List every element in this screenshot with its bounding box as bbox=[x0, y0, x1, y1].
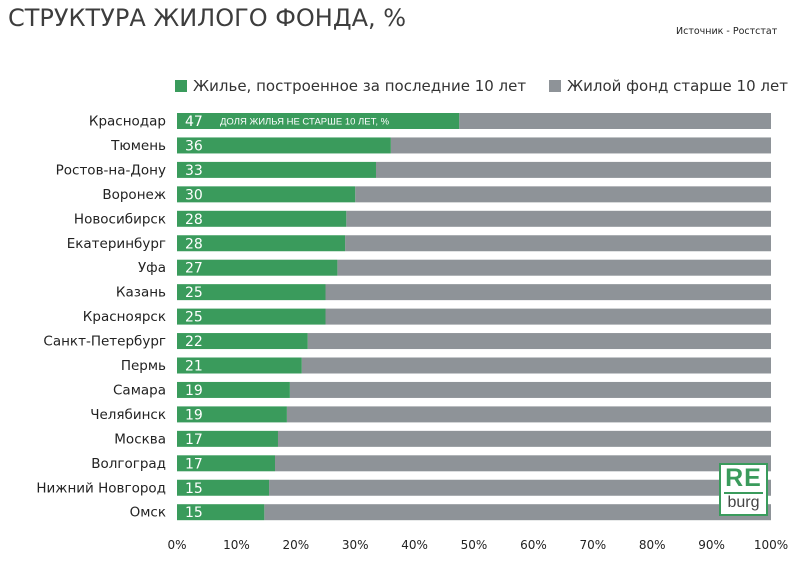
bar-old bbox=[275, 455, 771, 472]
legend-label-new: Жилье, построенное за последние 10 лет bbox=[193, 77, 526, 95]
value-label: 28 bbox=[185, 236, 203, 252]
x-tick-label: 80% bbox=[639, 538, 666, 552]
value-label: 15 bbox=[185, 505, 203, 521]
page-title: СТРУКТУРА ЖИЛОГО ФОНДА, % bbox=[8, 4, 407, 32]
bar-new bbox=[177, 430, 278, 447]
bar-old bbox=[264, 504, 771, 521]
value-label: 33 bbox=[185, 163, 203, 179]
bar-old bbox=[337, 259, 771, 276]
bar-new bbox=[177, 406, 287, 423]
bar-old bbox=[375, 161, 771, 178]
category-label: Казань bbox=[116, 285, 166, 301]
category-label: Красноярск bbox=[83, 309, 166, 325]
bar-old bbox=[390, 137, 771, 154]
category-label: Уфа bbox=[138, 260, 166, 276]
category-label: Новосибирск bbox=[74, 211, 166, 227]
bar-old bbox=[307, 333, 771, 350]
bar-annotation: ДОЛЯ ЖИЛЬЯ НЕ СТАРШЕ 10 ЛЕТ, % bbox=[220, 117, 390, 128]
category-label: Челябинск bbox=[90, 407, 166, 423]
bar-new bbox=[177, 186, 356, 203]
x-tick-label: 50% bbox=[461, 538, 488, 552]
category-label: Тюмень bbox=[110, 138, 166, 154]
x-tick-label: 30% bbox=[342, 538, 369, 552]
value-label: 19 bbox=[185, 383, 203, 399]
x-tick-label: 0% bbox=[167, 538, 186, 552]
category-label: Пермь bbox=[121, 358, 166, 374]
bar-new bbox=[177, 357, 302, 374]
source-note: Источник - Ростстат bbox=[676, 26, 778, 37]
legend-swatch-old bbox=[549, 80, 561, 92]
bar-old bbox=[355, 186, 771, 203]
category-label: Самара bbox=[113, 382, 166, 398]
bar-new bbox=[177, 381, 290, 398]
bar-old bbox=[325, 308, 771, 325]
bar-new bbox=[177, 113, 460, 129]
value-label: 22 bbox=[185, 334, 203, 350]
bar-old bbox=[301, 357, 771, 374]
value-label: 27 bbox=[185, 261, 203, 277]
bar-new bbox=[177, 455, 276, 472]
value-label: 21 bbox=[185, 359, 203, 375]
bar-new bbox=[177, 137, 391, 154]
value-label: 17 bbox=[185, 432, 203, 448]
category-label: Санкт-Петербург bbox=[43, 334, 166, 350]
bar-old bbox=[289, 381, 771, 398]
bar-new bbox=[177, 308, 326, 325]
bar-old bbox=[325, 284, 771, 301]
bar-old bbox=[345, 235, 771, 252]
bar-old bbox=[269, 479, 771, 496]
value-label: 17 bbox=[185, 456, 203, 472]
bar-new bbox=[177, 210, 347, 227]
x-tick-label: 70% bbox=[579, 538, 606, 552]
category-label: Воронеж bbox=[102, 187, 166, 203]
category-label: Омск bbox=[130, 505, 166, 521]
reburg-logo: RE burg bbox=[719, 463, 768, 516]
value-label: 19 bbox=[185, 407, 203, 423]
bar-old bbox=[277, 430, 771, 447]
x-tick-label: 10% bbox=[223, 538, 250, 552]
value-label: 47 bbox=[185, 114, 203, 130]
x-tick-label: 40% bbox=[401, 538, 428, 552]
x-tick-label: 60% bbox=[520, 538, 547, 552]
category-label: Краснодар bbox=[89, 114, 166, 130]
bar-new bbox=[177, 284, 326, 301]
x-tick-label: 100% bbox=[754, 538, 788, 552]
value-label: 25 bbox=[185, 285, 203, 301]
category-label: Екатеринбург bbox=[67, 236, 166, 252]
category-label: Волгоград bbox=[91, 456, 166, 472]
bar-new bbox=[177, 161, 376, 178]
logo-top-text: RE bbox=[725, 464, 762, 492]
value-label: 28 bbox=[185, 212, 203, 228]
bar-old bbox=[459, 113, 771, 129]
bar-new bbox=[177, 235, 346, 252]
legend-label-old: Жилой фонд старше 10 лет bbox=[567, 77, 788, 95]
value-label: 36 bbox=[185, 138, 203, 154]
value-label: 15 bbox=[185, 481, 203, 497]
bar-new bbox=[177, 504, 265, 521]
bar-old bbox=[286, 406, 771, 423]
value-label: 25 bbox=[185, 310, 203, 326]
legend-swatch-new bbox=[175, 80, 187, 92]
bar-new bbox=[177, 333, 308, 350]
category-label: Нижний Новгород bbox=[36, 480, 166, 496]
logo-bottom-text: burg bbox=[724, 492, 763, 512]
value-label: 30 bbox=[185, 187, 203, 203]
category-label: Ростов-на-Дону bbox=[56, 162, 166, 178]
x-tick-label: 20% bbox=[282, 538, 309, 552]
bar-new bbox=[177, 479, 270, 496]
bar-new bbox=[177, 259, 338, 276]
category-label: Москва bbox=[114, 431, 166, 447]
bar-old bbox=[346, 210, 771, 227]
x-tick-label: 90% bbox=[698, 538, 725, 552]
